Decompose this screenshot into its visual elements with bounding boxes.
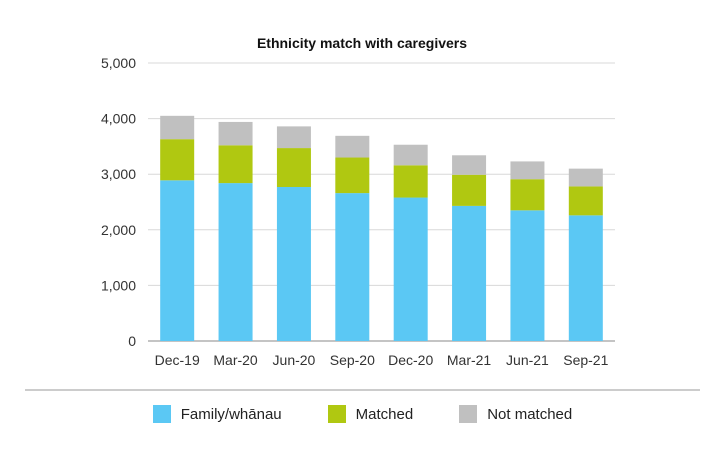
legend-swatch [152,405,171,423]
bars [160,115,603,341]
bar-segment [452,155,487,175]
bar-segment [510,179,545,211]
x-tick-label: Dec-20 [388,352,433,368]
bar-segment [276,186,311,341]
gridlines [148,62,615,342]
legend-item: Matched [327,405,414,423]
x-tick-label: Jun-20 [273,352,316,368]
bar-segment [218,121,253,146]
x-axis-tick-labels: Dec-19 Mar-20 Jun-20 Sep-20 Dec-20 Mar-21 Jun-… [155,352,609,368]
bar-segment [393,197,428,341]
bar-segment [510,210,545,341]
y-tick-label: 2,000 [101,222,136,238]
x-tick-label: Sep-21 [563,352,608,368]
y-axis-tick-labels: 0 1,000 2,000 3,000 4,000 5,000 [101,55,136,349]
x-tick-label: Jun-21 [506,352,549,368]
bar-segment [452,205,487,341]
legend-swatch [327,405,346,423]
legend-item: Family/whānau [152,405,282,423]
x-tick-label: Mar-20 [213,352,258,368]
bar-segment [276,126,311,149]
bar-segment [393,144,428,166]
bar-segment [510,161,545,180]
legend: Family/whānau Matched Not matched [0,405,725,423]
legend-label: Matched [355,405,414,423]
legend-label: Not matched [487,405,573,423]
bar-segment [276,148,311,187]
legend-item: Not matched [459,405,572,423]
bar-segment [393,165,428,198]
y-tick-label: 0 [128,333,136,349]
legend-swatch [459,405,478,423]
bar-segment [452,174,487,206]
bar-segment [568,168,603,187]
bar-segment [218,183,253,341]
bar-segment [335,157,370,194]
bar-segment [568,215,603,341]
y-tick-label: 4,000 [101,111,136,127]
bar-segment [160,139,195,181]
x-tick-label: Dec-19 [155,352,200,368]
y-tick-label: 3,000 [101,166,136,182]
bar-segment [218,145,253,184]
chart-title: Ethnicity match with caregivers [257,35,467,51]
bar-segment [335,135,370,158]
x-tick-label: Mar-21 [447,352,492,368]
bar-segment [568,186,603,216]
y-tick-label: 1,000 [101,277,136,293]
bar-segment [160,180,195,341]
bar-segment [160,115,195,140]
y-tick-label: 5,000 [101,55,136,71]
bar-segment [335,193,370,341]
legend-label: Family/whānau [180,405,282,423]
x-tick-label: Sep-20 [330,352,375,368]
